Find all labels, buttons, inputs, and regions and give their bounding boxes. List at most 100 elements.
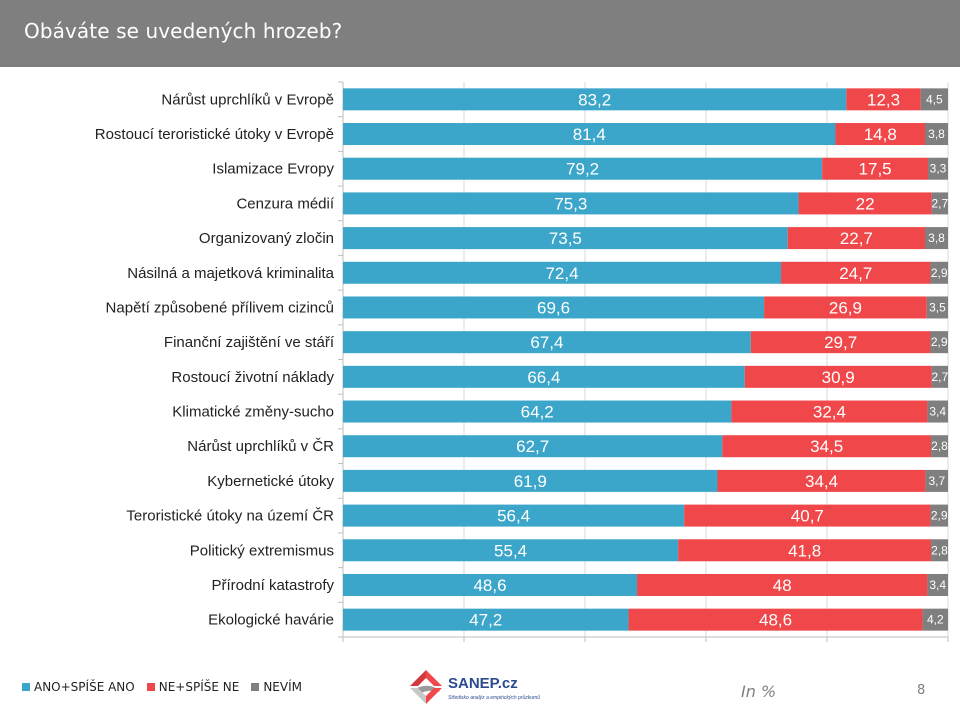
category-label: Rostoucí teroristické útoky v Evropě xyxy=(95,126,334,143)
page-number: 8 xyxy=(917,683,926,698)
data-label-ano: 83,2 xyxy=(578,90,611,109)
bar-ano xyxy=(343,469,718,492)
bar-nevim xyxy=(928,157,948,180)
bar-ano xyxy=(343,504,685,527)
data-label-ne: 12,3 xyxy=(867,90,900,109)
chart-legend: ANO+SPÍŠE ANO NE+SPÍŠE NE NEVÍM xyxy=(22,679,314,695)
data-label-ne: 26,9 xyxy=(829,298,862,317)
data-label-ne: 48,6 xyxy=(759,611,792,630)
data-label-nevim: 3,4 xyxy=(929,405,946,419)
bar-nevim xyxy=(931,192,948,215)
data-label-ne: 22,7 xyxy=(840,229,873,248)
bar-ne xyxy=(722,435,932,458)
bar-ne xyxy=(822,157,929,180)
data-label-ne: 40,7 xyxy=(791,507,824,526)
bar-ano xyxy=(343,227,788,250)
bar-ano xyxy=(343,435,723,458)
category-label: Klimatické změny-sucho xyxy=(172,404,334,421)
bar-nevim xyxy=(927,400,948,423)
bar-ne xyxy=(744,365,932,388)
data-label-ano: 55,4 xyxy=(494,541,527,560)
data-label-ano: 69,6 xyxy=(537,298,570,317)
bar-nevim xyxy=(931,365,948,388)
bar-nevim xyxy=(926,296,948,319)
data-label-ano: 64,2 xyxy=(521,403,554,422)
bar-ano xyxy=(343,192,799,215)
bar-ano xyxy=(343,573,638,596)
bar-ano xyxy=(343,296,765,319)
sanep-logo: SANEP.cz Středisko analýz a empirických … xyxy=(408,668,568,708)
data-label-ano: 81,4 xyxy=(573,125,606,144)
bar-nevim xyxy=(931,435,948,458)
legend-label-ne: NE+SPÍŠE NE xyxy=(158,680,240,694)
legend-swatch-nevim xyxy=(251,683,260,691)
bar-ne xyxy=(846,88,921,111)
page-title: Obáváte se uvedených hrozeb? xyxy=(24,19,343,43)
legend-item-ano: ANO+SPÍŠE ANO xyxy=(22,680,135,694)
category-label: Organizovaný zločin xyxy=(199,230,334,247)
legend-item-nevim: NEVÍM xyxy=(251,680,302,694)
bar-ne xyxy=(628,608,923,631)
bar-ne xyxy=(717,469,926,492)
header-bar: Obáváte se uvedených hrozeb? xyxy=(0,0,960,67)
data-label-nevim: 2,8 xyxy=(931,543,948,557)
bar-ano xyxy=(343,331,751,354)
bar-nevim xyxy=(930,261,948,284)
data-label-ne: 34,5 xyxy=(810,437,843,456)
data-label-nevim: 3,5 xyxy=(929,300,946,314)
category-label: Rostoucí životní náklady xyxy=(171,369,334,386)
bar-nevim xyxy=(925,227,948,250)
data-label-ne: 29,7 xyxy=(824,333,857,352)
data-label-nevim: 3,8 xyxy=(928,127,945,141)
data-label-ne: 14,8 xyxy=(864,125,897,144)
category-label: Politický extremismus xyxy=(190,542,334,559)
bar-ne xyxy=(731,400,928,423)
data-label-ano: 66,4 xyxy=(527,368,560,387)
data-label-ano: 73,5 xyxy=(549,229,582,248)
data-label-ne: 22 xyxy=(856,194,875,213)
category-label: Finanční zajištění ve stáří xyxy=(164,334,335,351)
data-label-ne: 41,8 xyxy=(788,541,821,560)
data-label-ano: 75,3 xyxy=(554,194,587,213)
category-label: Ekologické havárie xyxy=(208,612,334,629)
bar-nevim xyxy=(931,539,948,562)
bar-ne xyxy=(798,192,932,215)
legend-swatch-ne xyxy=(146,683,155,691)
data-label-ne: 24,7 xyxy=(839,264,872,283)
data-label-nevim: 4,5 xyxy=(926,92,943,106)
data-label-nevim: 3,7 xyxy=(928,474,945,488)
bar-ne xyxy=(684,504,931,527)
data-label-nevim: 2,7 xyxy=(931,370,948,384)
category-label: Teroristické útoky na území ČR xyxy=(126,508,334,525)
bar-ne xyxy=(787,227,926,250)
data-label-ano: 79,2 xyxy=(566,160,599,179)
data-label-nevim: 3,4 xyxy=(929,578,946,592)
logo-tagline: Středisko analýz a empirických průzkumů xyxy=(448,695,540,701)
legend-label-ano: ANO+SPÍŠE ANO xyxy=(34,680,135,694)
bar-ano xyxy=(343,539,679,562)
bar-ano xyxy=(343,261,782,284)
bar-nevim xyxy=(925,123,948,146)
bar-ano xyxy=(343,157,823,180)
data-label-ano: 67,4 xyxy=(530,333,563,352)
data-label-ne: 48 xyxy=(773,576,792,595)
bar-ne xyxy=(835,123,926,146)
data-label-nevim: 2,7 xyxy=(931,196,948,210)
data-label-nevim: 3,3 xyxy=(930,162,947,176)
data-label-nevim: 3,8 xyxy=(928,231,945,245)
bar-nevim xyxy=(920,88,948,111)
bar-ano xyxy=(343,608,629,631)
data-label-ne: 34,4 xyxy=(805,472,838,491)
data-label-nevim: 2,9 xyxy=(931,509,948,523)
category-label: Napětí způsobené přílivem cizinců xyxy=(106,299,334,316)
data-label-ano: 61,9 xyxy=(514,472,547,491)
legend-label-nevim: NEVÍM xyxy=(263,680,302,694)
bar-nevim xyxy=(922,608,948,631)
bar-ne xyxy=(637,573,928,596)
data-label-ne: 30,9 xyxy=(822,368,855,387)
category-label: Cenzura médií xyxy=(236,195,334,212)
legend-item-ne: NE+SPÍŠE NE xyxy=(146,680,240,694)
logo-name: SANEP.cz xyxy=(448,675,518,692)
legend-swatch-ano xyxy=(22,683,30,691)
bar-ne xyxy=(764,296,927,319)
